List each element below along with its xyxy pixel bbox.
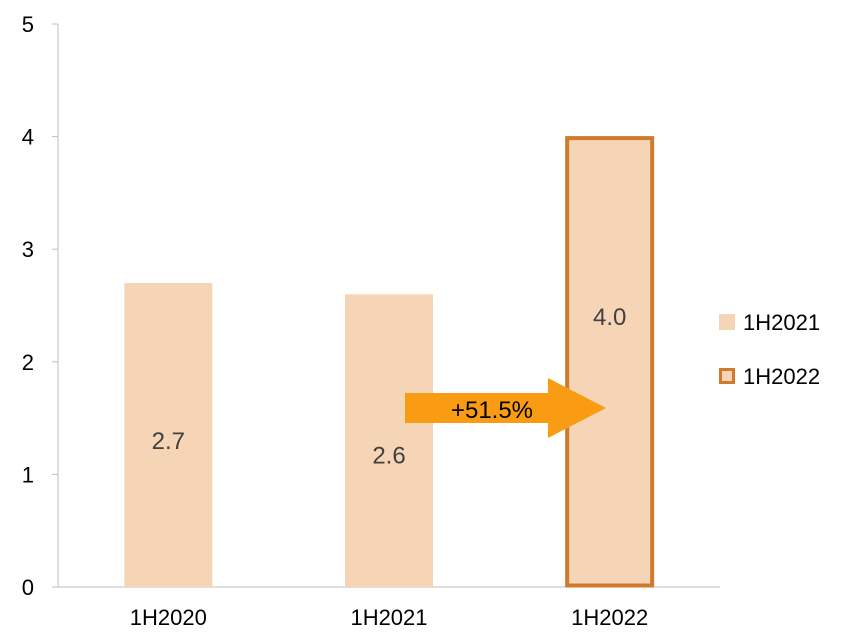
x-tick-label: 1H2022	[571, 605, 648, 630]
legend-label: 1H2021	[743, 310, 820, 335]
bar	[124, 282, 213, 587]
data-labels: 2.7 2.6 4.0	[152, 304, 627, 469]
legend-swatch-outlined	[719, 368, 735, 384]
y-tick-label: 4	[22, 125, 34, 150]
axes: 0 1 2 3 4 5 1H2020 1H2021 1H2022	[22, 12, 720, 630]
x-tick-label: 1H2021	[350, 605, 427, 630]
bar	[345, 294, 433, 587]
y-tick-label: 1	[22, 462, 34, 487]
bar	[565, 136, 655, 588]
growth-annotation: +51.5%	[405, 378, 606, 438]
legend-swatch-filled	[719, 314, 735, 330]
data-label: 2.7	[152, 428, 185, 455]
data-label: 4.0	[593, 304, 626, 331]
legend: 1H2021 1H2022	[719, 310, 820, 389]
data-label: 2.6	[372, 442, 405, 469]
growth-arrow-label: +51.5%	[451, 397, 533, 424]
x-tick-label: 1H2020	[130, 605, 207, 630]
y-tick-label: 3	[22, 237, 34, 262]
y-tick-label: 5	[22, 12, 34, 37]
legend-label: 1H2022	[743, 364, 820, 389]
y-tick-label: 2	[22, 350, 34, 375]
bars	[124, 136, 655, 588]
growth-arrow	[405, 378, 606, 438]
y-tick-label: 0	[22, 575, 34, 600]
